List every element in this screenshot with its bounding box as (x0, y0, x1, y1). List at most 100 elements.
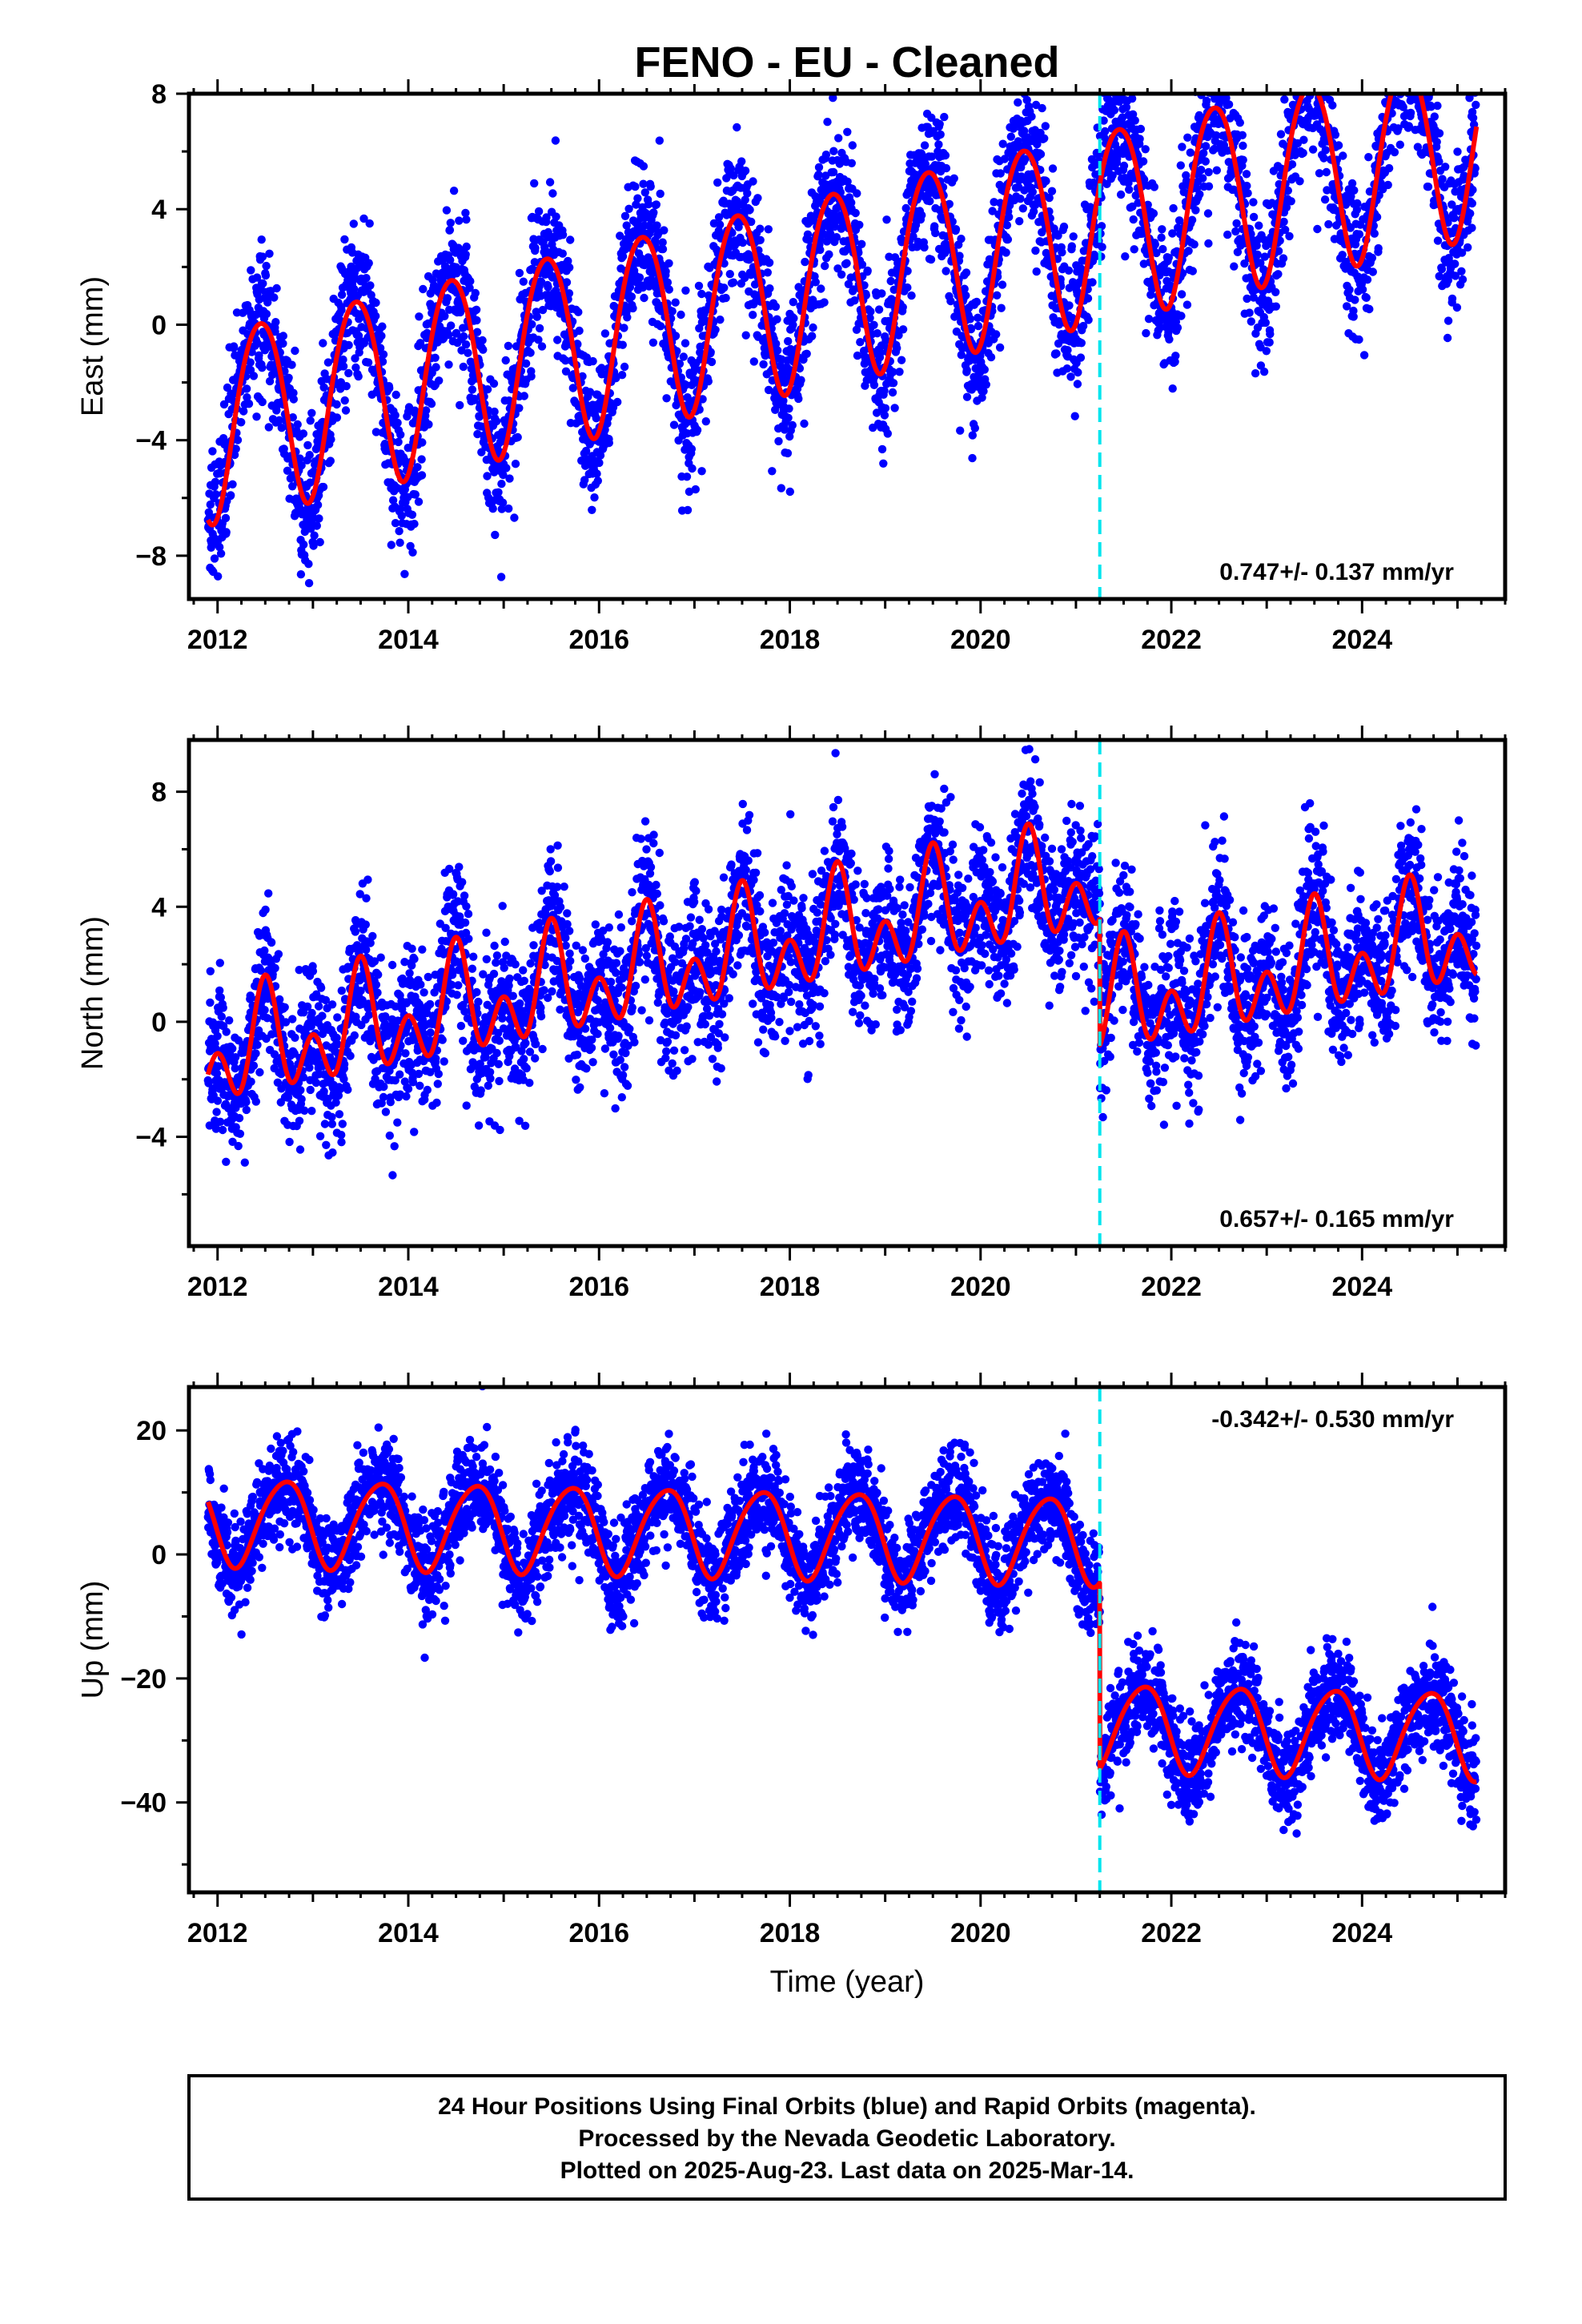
data-point (843, 127, 852, 136)
data-point (1395, 140, 1405, 149)
data-point (821, 151, 831, 159)
data-point (288, 482, 297, 491)
data-point (1077, 339, 1086, 348)
data-point (819, 230, 829, 239)
data-point (1229, 66, 1237, 74)
data-point (340, 396, 349, 405)
data-point (644, 253, 652, 262)
data-point (1215, 79, 1223, 87)
data-point (881, 336, 890, 345)
data-point (1323, 72, 1331, 80)
data-point (1362, 293, 1371, 302)
data-point (1203, 209, 1213, 218)
data-point (942, 267, 950, 275)
data-point (882, 215, 891, 224)
data-point (429, 281, 439, 290)
data-point (1406, 26, 1414, 34)
data-point (1438, 175, 1447, 183)
data-point (876, 348, 885, 357)
data-point (833, 264, 842, 273)
data-point (595, 458, 604, 468)
data-point (622, 221, 631, 230)
data-point (1432, 138, 1441, 147)
data-point (613, 397, 622, 407)
data-point (461, 250, 470, 259)
data-point (665, 285, 673, 294)
data-point (208, 447, 217, 456)
data-point (1245, 308, 1254, 317)
data-point (565, 263, 574, 272)
data-point (1122, 79, 1130, 87)
data-point (763, 268, 772, 277)
data-point (1230, 262, 1239, 271)
data-point (461, 340, 471, 349)
data-point (1383, 66, 1391, 74)
data-point (1201, 142, 1211, 151)
data-point (1235, 119, 1245, 127)
data-point (1271, 302, 1281, 311)
data-point (1033, 139, 1042, 149)
data-point (1221, 82, 1229, 90)
y-axis-label: East (mm) (76, 276, 110, 416)
data-point (1287, 197, 1295, 206)
data-point (1116, 190, 1126, 199)
data-point (468, 385, 477, 394)
data-point (639, 179, 648, 188)
data-point (1403, 36, 1411, 44)
data-point (553, 336, 562, 344)
data-point (1324, 219, 1333, 229)
data-point (440, 312, 449, 320)
data-point (1355, 335, 1363, 344)
data-point (1365, 304, 1374, 314)
data-point (1157, 233, 1166, 242)
data-point (688, 464, 697, 473)
data-point (1350, 186, 1359, 195)
data-point (350, 284, 359, 294)
data-point (239, 407, 248, 416)
data-point (794, 394, 803, 404)
data-point (847, 198, 856, 207)
data-point (1223, 74, 1231, 82)
data-point (315, 537, 324, 547)
data-point (1184, 247, 1193, 255)
data-point (740, 273, 749, 283)
data-point (663, 278, 673, 287)
data-point (1027, 112, 1036, 121)
data-point (511, 460, 520, 468)
data-point (811, 278, 820, 287)
data-point (444, 331, 453, 340)
data-point (287, 360, 296, 369)
data-point (966, 315, 975, 324)
data-point (396, 538, 404, 547)
data-point (449, 187, 459, 195)
data-point (1301, 33, 1309, 41)
data-point (743, 189, 752, 198)
data-point (494, 488, 503, 497)
data-point (1279, 254, 1288, 263)
data-point (979, 387, 988, 396)
data-point (877, 444, 887, 454)
data-point (288, 1015, 297, 1023)
data-point (741, 167, 750, 175)
data-point (1395, 49, 1403, 57)
data-point (931, 228, 940, 238)
data-point (962, 392, 972, 401)
data-point (472, 316, 481, 325)
data-point (1345, 285, 1354, 294)
data-point (253, 1040, 262, 1050)
data-point (1408, 43, 1416, 51)
data-point (504, 341, 513, 351)
data-point (564, 256, 572, 266)
data-point (829, 94, 837, 103)
data-point (288, 413, 297, 422)
data-point (228, 480, 237, 489)
data-point (785, 487, 794, 497)
data-point (1307, 48, 1315, 56)
data-point (1204, 182, 1214, 191)
data-point (295, 454, 304, 463)
data-point (262, 309, 271, 319)
data-point (242, 1098, 251, 1107)
data-point (1149, 209, 1158, 218)
data-point (310, 531, 319, 540)
data-point (312, 521, 321, 530)
